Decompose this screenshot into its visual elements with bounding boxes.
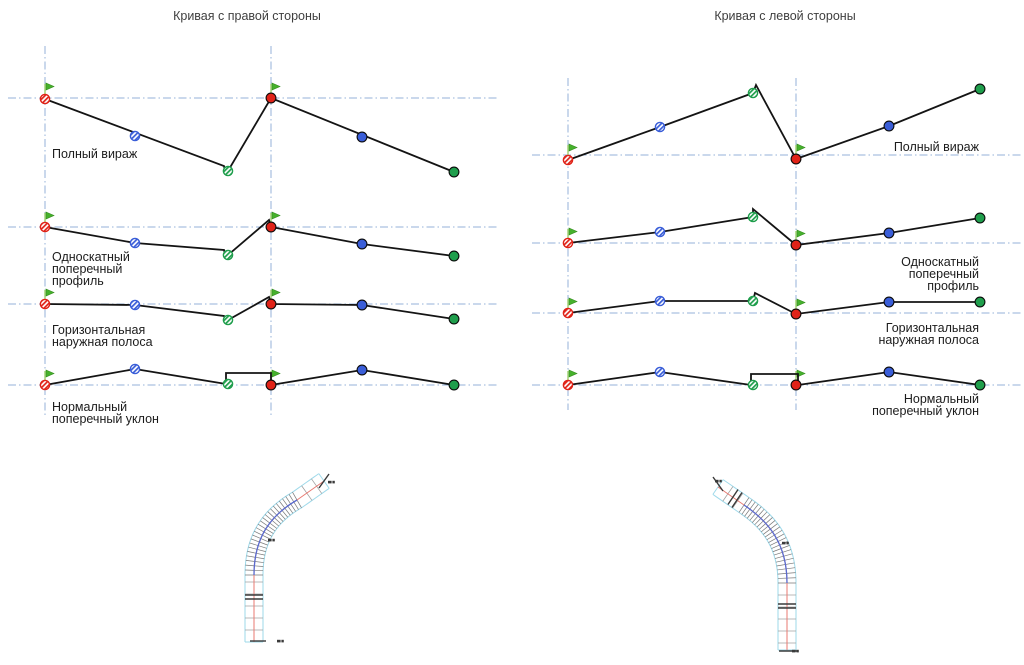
- right-curve-title: Кривая с правой стороны: [173, 9, 321, 23]
- blue-hatched-marker: [654, 366, 666, 378]
- blue-hatched-marker: [654, 226, 666, 238]
- blue-hatched-marker: [129, 363, 141, 375]
- station-label-mark: [715, 479, 722, 483]
- green-point-marker: [448, 313, 460, 325]
- red-point-marker: [790, 379, 802, 391]
- green-point-marker: [448, 250, 460, 262]
- blue-hatched-marker: [129, 130, 141, 142]
- blue-point-marker: [356, 131, 368, 143]
- red-point-marker: [790, 153, 802, 165]
- red-point-marker: [265, 92, 277, 104]
- red-hatched-marker: [39, 221, 51, 233]
- green-hatched-marker: [747, 211, 759, 223]
- station-label-mark: [792, 649, 799, 653]
- profile-label: Односкатный поперечный профиль: [52, 250, 130, 288]
- green-point-marker: [974, 83, 986, 95]
- red-point-marker: [790, 308, 802, 320]
- green-hatched-marker: [222, 165, 234, 177]
- profile-line: [44, 295, 455, 321]
- green-hatched-marker: [222, 249, 234, 261]
- red-hatched-marker: [39, 93, 51, 105]
- profile-label: Горизонтальная наружная полоса: [52, 323, 153, 349]
- green-point-marker: [974, 379, 986, 391]
- major-station-tick: [731, 492, 743, 508]
- red-point-marker: [265, 221, 277, 233]
- green-hatched-marker: [222, 378, 234, 390]
- red-point-marker: [265, 298, 277, 310]
- station-label-mark: [268, 538, 275, 542]
- profile-label: Односкатный поперечный профиль: [901, 255, 979, 293]
- red-hatched-marker: [39, 298, 51, 310]
- blue-hatched-marker: [129, 237, 141, 249]
- profile-line: [567, 371, 981, 387]
- road-edge: [244, 473, 320, 642]
- profile-line: [567, 291, 980, 315]
- green-hatched-marker: [747, 87, 759, 99]
- road-end-mark: [712, 476, 724, 492]
- blue-point-marker: [356, 364, 368, 376]
- red-hatched-marker: [562, 154, 574, 166]
- green-point-marker: [974, 212, 986, 224]
- red-hatched-marker: [562, 237, 574, 249]
- station-label-mark: [782, 541, 789, 545]
- major-station-tick: [727, 489, 739, 505]
- road-edge: [712, 493, 779, 650]
- blue-hatched-marker: [654, 121, 666, 133]
- panel-right-curve: [8, 46, 497, 416]
- circular-curve-line: [253, 499, 298, 576]
- blue-hatched-marker: [129, 299, 141, 311]
- profile-label: Нормальный поперечный уклон: [872, 392, 979, 418]
- profile-line: [567, 207, 981, 246]
- circular-curve-line: [743, 504, 788, 584]
- blue-point-marker: [356, 299, 368, 311]
- profile-label: Полный вираж: [893, 140, 979, 154]
- road-plan-right: [712, 476, 799, 653]
- blue-hatched-marker: [654, 295, 666, 307]
- profile-line: [44, 368, 455, 387]
- red-hatched-marker: [39, 379, 51, 391]
- profile-label: Полный вираж: [52, 147, 138, 161]
- blue-point-marker: [883, 296, 895, 308]
- road-end-mark: [318, 473, 330, 489]
- station-label-mark: [277, 639, 284, 643]
- red-point-marker: [265, 379, 277, 391]
- green-hatched-marker: [222, 314, 234, 326]
- panel-left-curve: [532, 78, 1022, 410]
- blue-point-marker: [883, 120, 895, 132]
- station-label-mark: [328, 480, 335, 484]
- red-hatched-marker: [562, 379, 574, 391]
- blue-point-marker: [883, 227, 895, 239]
- green-point-marker: [974, 296, 986, 308]
- green-hatched-marker: [747, 379, 759, 391]
- road-plan-left: [244, 473, 335, 643]
- left-curve-title: Кривая с левой стороны: [714, 9, 856, 23]
- blue-point-marker: [356, 238, 368, 250]
- profile-label: Нормальный поперечный уклон: [52, 400, 159, 426]
- blue-point-marker: [883, 366, 895, 378]
- red-point-marker: [790, 239, 802, 251]
- red-hatched-marker: [562, 307, 574, 319]
- green-hatched-marker: [747, 295, 759, 307]
- green-point-marker: [448, 166, 460, 178]
- green-point-marker: [448, 379, 460, 391]
- profile-label: Горизонтальная наружная полоса: [878, 321, 979, 347]
